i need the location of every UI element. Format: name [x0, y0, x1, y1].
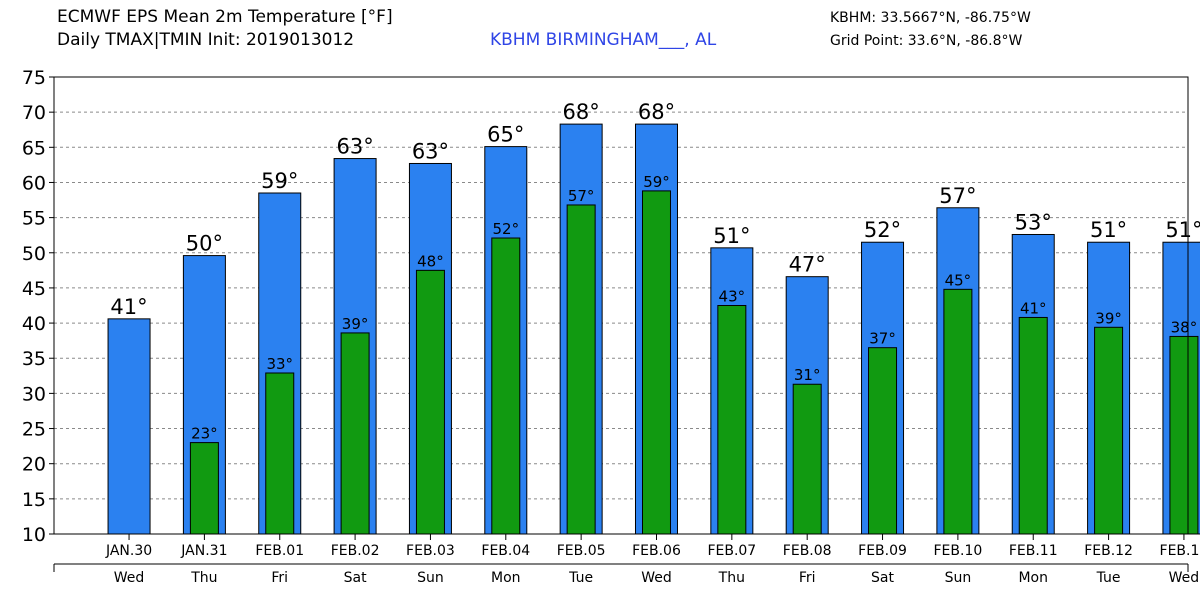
x-weekday-label: Sat: [871, 570, 894, 586]
x-date-label: FEB.02: [331, 543, 380, 559]
x-weekday-label: Sun: [417, 570, 444, 586]
tmax-label: 53°: [1015, 210, 1052, 234]
x-date-label: FEB.12: [1084, 543, 1133, 559]
tmax-label: 63°: [412, 139, 449, 163]
y-tick-label: 15: [22, 489, 46, 511]
y-tick-label: 50: [22, 243, 46, 265]
tmax-label: 51°: [1165, 218, 1200, 242]
tmax-label: 47°: [789, 253, 826, 277]
chart-subtitle: Daily TMAX|TMIN Init: 2019013012: [57, 30, 354, 50]
y-tick-label: 10: [22, 524, 46, 546]
tmax-label: 68°: [563, 100, 600, 124]
tmin-bar: [415, 269, 445, 535]
tmin-bar: [792, 383, 822, 535]
tmin-bar: [717, 305, 747, 535]
x-date-label: FEB.13: [1160, 543, 1200, 559]
tmin-label: 43°: [719, 288, 746, 306]
station-name: KBHM BIRMINGHAM___, AL: [490, 30, 717, 50]
grid-point: Grid Point: 33.6°N, -86.8°W: [830, 33, 1023, 49]
tmin-label: 41°: [1020, 299, 1047, 317]
x-date-label: FEB.06: [632, 543, 681, 559]
x-weekday-label: Tue: [568, 570, 593, 586]
tmax-label: 68°: [638, 100, 675, 124]
tmin-label: 38°: [1171, 318, 1198, 336]
plot-frame: [53, 76, 1189, 535]
x-weekday-label: Sun: [945, 570, 972, 586]
x-weekday-label: Mon: [491, 570, 521, 586]
tmax-label: 59°: [261, 169, 298, 193]
tmin-bar: [1169, 335, 1199, 535]
x-date-label: FEB.01: [255, 543, 304, 559]
tmin-label: 39°: [342, 315, 369, 333]
tmin-label: 39°: [1095, 309, 1122, 327]
x-weekday-label: Thu: [718, 570, 745, 586]
tmax-label: 52°: [864, 218, 901, 242]
x-date-label: JAN.31: [180, 543, 227, 559]
tmin-bar: [641, 190, 671, 535]
x-weekday-label: Wed: [114, 570, 145, 586]
x-date-label: JAN.30: [105, 543, 152, 559]
tmax-label: 63°: [336, 135, 373, 159]
x-date-label: FEB.10: [933, 543, 982, 559]
x-weekday-label: Mon: [1018, 570, 1048, 586]
tmin-bar: [189, 442, 219, 535]
y-tick-label: 40: [22, 313, 46, 335]
y-tick-label: 45: [22, 278, 46, 300]
x-date-label: FEB.03: [406, 543, 455, 559]
tmin-label: 37°: [869, 330, 896, 348]
tmin-label: 52°: [492, 220, 519, 238]
y-tick-label: 60: [22, 172, 46, 194]
y-tick-label: 25: [22, 419, 46, 441]
tmin-bar: [265, 372, 295, 535]
tmin-bar: [566, 204, 596, 535]
tmin-bar: [868, 347, 898, 535]
tmin-label: 59°: [643, 173, 670, 191]
tmax-label: 65°: [487, 123, 524, 147]
x-weekday-label: Wed: [1169, 570, 1200, 586]
x-weekday-label: Fri: [799, 570, 816, 586]
x-date-label: FEB.09: [858, 543, 907, 559]
y-tick-label: 35: [22, 348, 46, 370]
tmin-bar: [943, 288, 973, 535]
tmax-label: 57°: [939, 184, 976, 208]
y-tick-label: 70: [22, 102, 46, 124]
station-coords: KBHM: 33.5667°N, -86.75°W: [830, 10, 1031, 26]
x-weekday-label: Fri: [271, 570, 288, 586]
y-tick-label: 65: [22, 137, 46, 159]
x-date-label: FEB.05: [557, 543, 606, 559]
x-weekday-label: Wed: [641, 570, 672, 586]
tmin-label: 23°: [191, 425, 218, 443]
y-tick-label: 20: [22, 454, 46, 476]
tmin-bar: [1018, 316, 1048, 535]
tmin-bar: [1094, 326, 1124, 535]
tmax-label: 50°: [186, 232, 223, 256]
y-tick-label: 55: [22, 208, 46, 230]
y-tick-label: 75: [22, 67, 46, 89]
x-date-label: FEB.11: [1009, 543, 1058, 559]
tmin-bar: [491, 237, 521, 535]
y-tick-label: 30: [22, 383, 46, 405]
x-date-label: FEB.07: [707, 543, 756, 559]
x-weekday-label: Thu: [190, 570, 217, 586]
tmax-bar: [107, 318, 151, 535]
tmin-label: 33°: [266, 355, 293, 373]
chart-title: ECMWF EPS Mean 2m Temperature [°F]: [57, 7, 393, 27]
x-date-label: FEB.08: [783, 543, 832, 559]
tmax-label: 51°: [1090, 218, 1127, 242]
tmin-bar: [340, 332, 370, 535]
tmax-label: 51°: [713, 224, 750, 248]
tmax-label: 41°: [110, 295, 147, 319]
x-weekday-label: Tue: [1096, 570, 1121, 586]
x-weekday-label: Sat: [344, 570, 367, 586]
tmin-label: 48°: [417, 252, 444, 270]
x-date-label: FEB.04: [481, 543, 530, 559]
plot-area: 10 15 20 25 30 35 40 45 50 55 60 65 70 75 41° JAN.30 Wed…: [22, 67, 1200, 586]
tmin-label: 45°: [945, 271, 972, 289]
tmin-label: 57°: [568, 187, 595, 205]
tmin-label: 31°: [794, 366, 821, 384]
